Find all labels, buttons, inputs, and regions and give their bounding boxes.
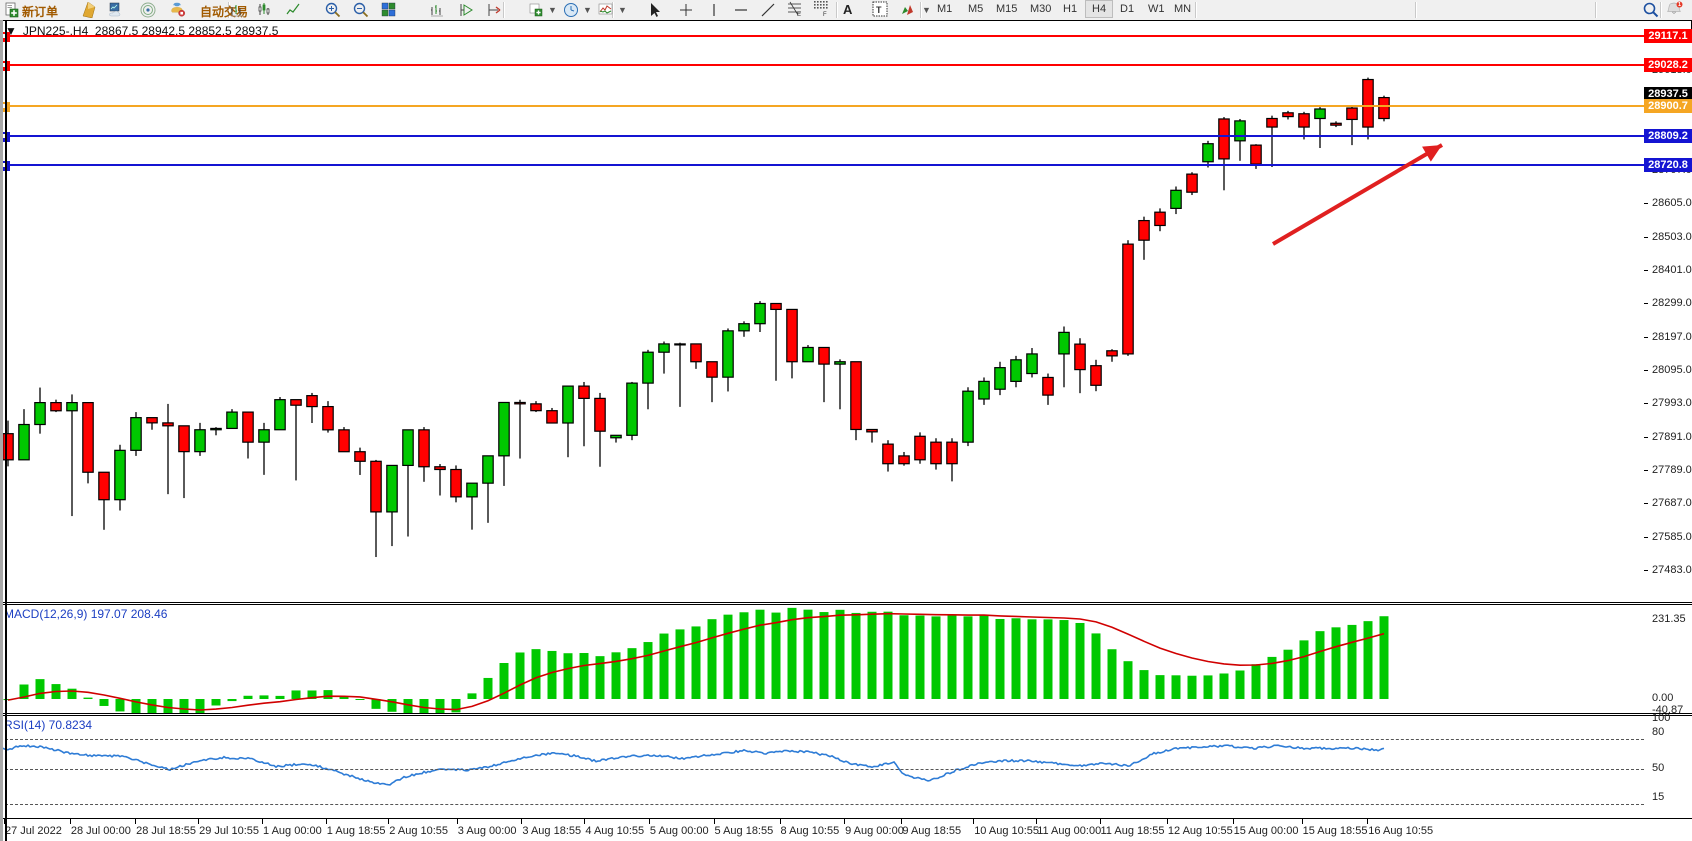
svg-text:1: 1 [1678,2,1681,8]
svg-text:F: F [823,12,827,17]
svg-text:E: E [797,12,801,17]
svg-text:T: T [876,5,882,15]
